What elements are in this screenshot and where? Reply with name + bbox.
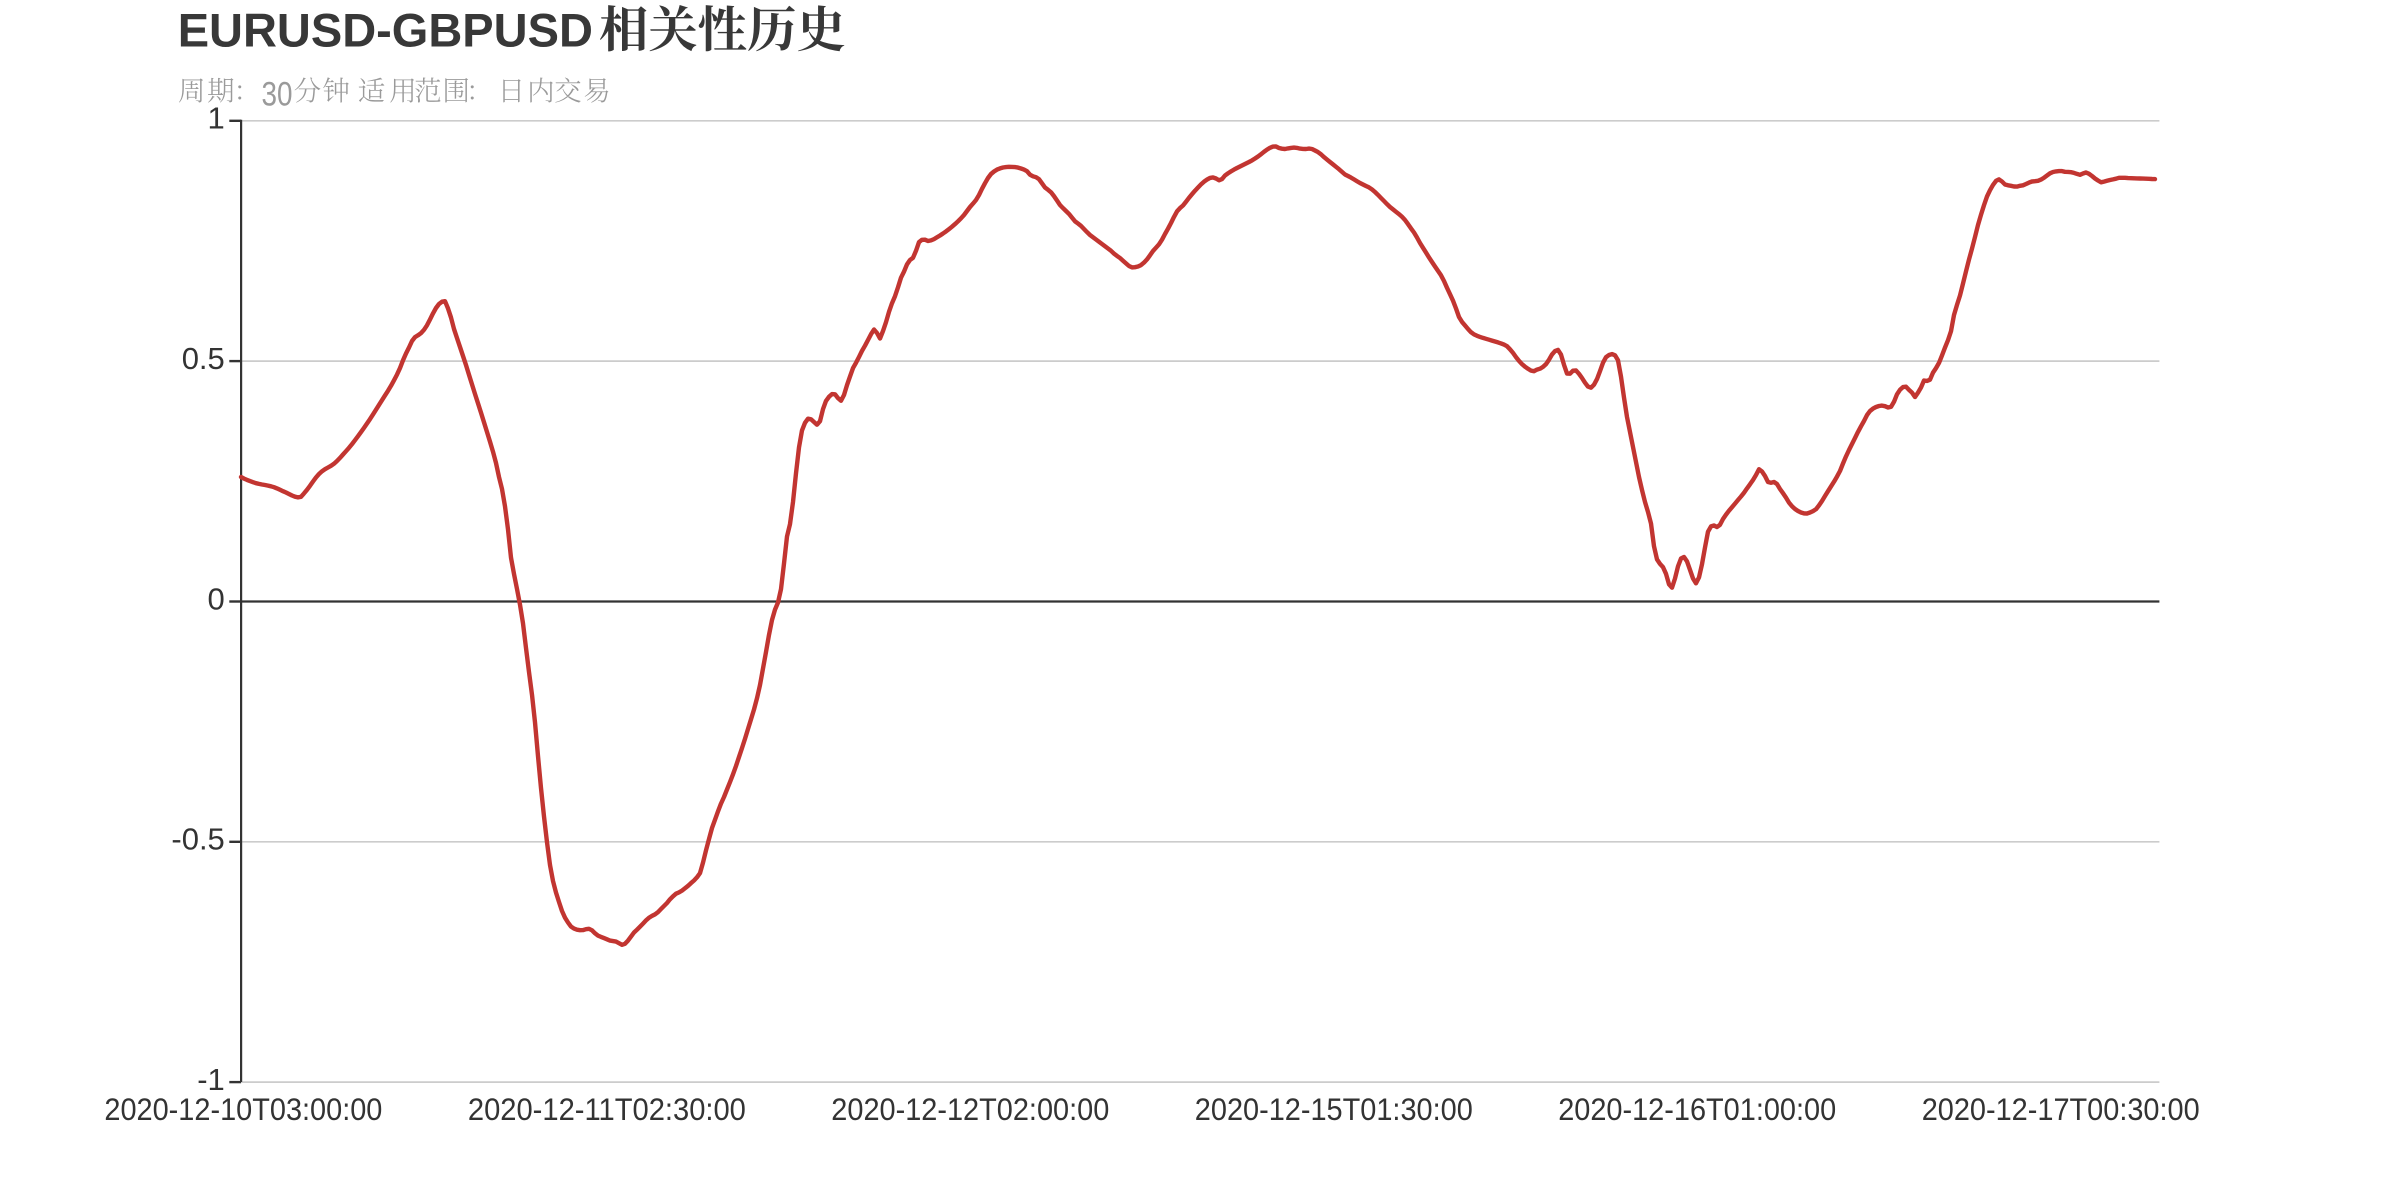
svg-text:0: 0 [208,581,225,616]
svg-text:0.5: 0.5 [182,341,225,376]
svg-text:1: 1 [208,101,225,136]
svg-text:2020-12-15T01:30:00: 2020-12-15T01:30:00 [1195,1091,1473,1127]
svg-text:2020-12-12T02:00:00: 2020-12-12T02:00:00 [831,1091,1109,1127]
svg-text:EURUSD-GBPUSD: EURUSD-GBPUSD [178,4,593,57]
svg-text:2020-12-11T02:30:00: 2020-12-11T02:30:00 [468,1091,746,1127]
svg-text:2020-12-17T00:30:00: 2020-12-17T00:30:00 [1922,1091,2200,1127]
svg-text:-0.5: -0.5 [171,822,224,857]
svg-text:2020-12-16T01:00:00: 2020-12-16T01:00:00 [1558,1091,1836,1127]
svg-text:30: 30 [262,76,293,114]
svg-text:2020-12-10T03:00:00: 2020-12-10T03:00:00 [104,1091,382,1127]
svg-text:-1: -1 [197,1062,225,1097]
